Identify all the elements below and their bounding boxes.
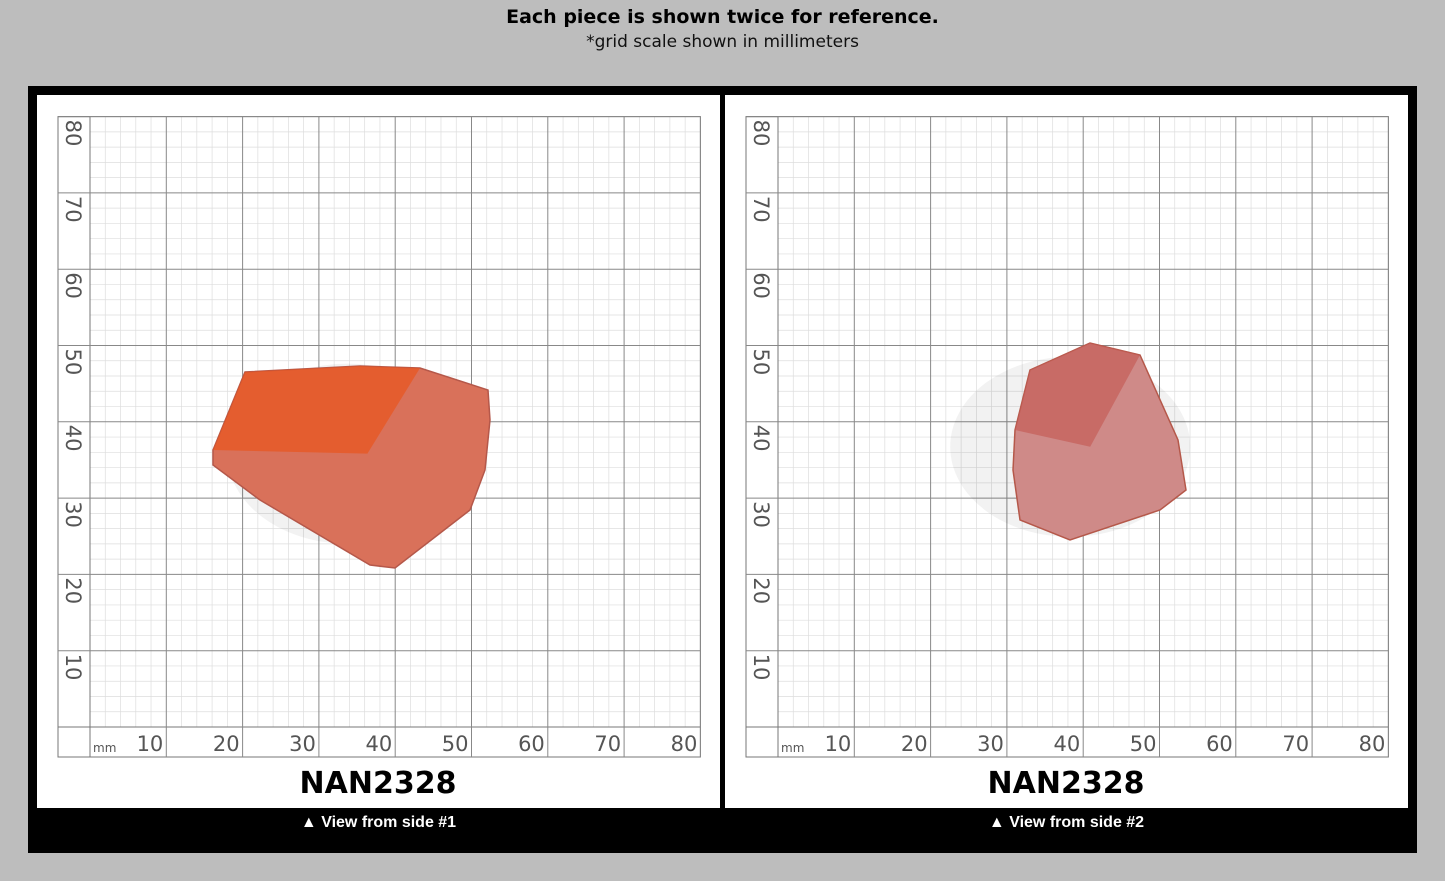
y-tick-label: 10: [61, 654, 85, 681]
piece-label: NAN2328: [988, 766, 1145, 801]
title: Each piece is shown twice for reference.: [506, 6, 939, 28]
stone-face: [213, 366, 420, 454]
y-tick-label: 20: [749, 577, 773, 604]
stone-face: [1015, 343, 1140, 447]
photo-panel: 10 20 30 40 50 60 70 80 10 20 30 40 50 60 70 80 mm NAN232…: [725, 95, 1408, 808]
y-tick-label: 50: [749, 349, 773, 376]
grid-photo: 10 20 30 40 50 60 70 80 10 20 30 40 50 60 70 80 mm NAN232…: [745, 116, 1389, 801]
y-tick-label: 10: [749, 654, 773, 681]
y-tick-label: 20: [61, 577, 85, 604]
y-tick-label: 40: [61, 425, 85, 452]
x-tick-label: 50: [442, 732, 469, 756]
x-tick-label: 80: [1359, 732, 1386, 756]
x-tick-label: 60: [1206, 732, 1233, 756]
unit-label: mm: [781, 741, 804, 755]
x-tick-label: 30: [289, 732, 316, 756]
x-tick-label: 70: [1282, 732, 1309, 756]
x-tick-label: 20: [901, 732, 928, 756]
y-tick-label: 70: [749, 196, 773, 223]
caption: ▲ View from side #1: [300, 814, 457, 831]
y-tick-label: 30: [749, 501, 773, 528]
x-tick-label: 60: [518, 732, 545, 756]
grid-photo: 10 20 30 40 50 60 70 80 10 20 30 40 50 60 70 80 mm NAN232…: [57, 116, 701, 801]
x-tick-label: 10: [137, 732, 164, 756]
caption: ▲ View from side #2: [988, 814, 1145, 831]
unit-label: mm: [93, 741, 116, 755]
y-tick-label: 40: [749, 425, 773, 452]
y-tick-label: 80: [61, 120, 85, 147]
x-tick-label: 40: [1053, 732, 1080, 756]
y-tick-label: 30: [61, 501, 85, 528]
x-tick-label: 40: [365, 732, 392, 756]
subtitle: *grid scale shown in millimeters: [586, 32, 859, 52]
y-tick-label: 60: [749, 272, 773, 299]
x-tick-label: 30: [977, 732, 1004, 756]
y-tick-label: 70: [61, 196, 85, 223]
piece-label: NAN2328: [300, 766, 457, 801]
y-tick-label: 60: [61, 272, 85, 299]
y-tick-label: 80: [749, 120, 773, 147]
x-tick-label: 80: [671, 732, 698, 756]
x-tick-label: 10: [825, 732, 852, 756]
x-tick-label: 20: [213, 732, 240, 756]
x-tick-label: 70: [594, 732, 621, 756]
x-tick-label: 50: [1130, 732, 1157, 756]
y-tick-label: 50: [61, 349, 85, 376]
photo-panel: 10 20 30 40 50 60 70 80 10 20 30 40 50 60 70 80 mm NAN232…: [37, 95, 720, 808]
